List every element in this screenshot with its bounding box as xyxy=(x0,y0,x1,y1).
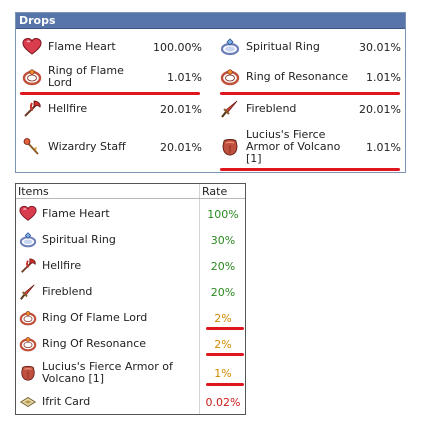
drop-item-name: Fireblend xyxy=(246,102,297,115)
drop-item-name: Ring of Flame Lord xyxy=(48,64,124,89)
armor-icon xyxy=(19,364,37,382)
rate-underline xyxy=(206,327,244,330)
ring-icon xyxy=(19,309,37,327)
ring-icon xyxy=(220,67,240,87)
sword-icon xyxy=(19,283,37,301)
drop-item[interactable]: Wizardry Staff 20.01% xyxy=(18,125,206,169)
drop-item-rate: 1.01% xyxy=(366,70,401,84)
item-name: Ring Of Resonance xyxy=(42,337,147,350)
table-row[interactable]: Lucius's Fierce Armor of Volcano [1] 1% xyxy=(16,357,245,389)
table-row[interactable]: Fireblend 20% xyxy=(16,279,245,305)
staff-icon xyxy=(22,137,42,157)
item-name: Fireblend xyxy=(42,285,93,298)
hellfire-icon xyxy=(19,257,37,275)
table-row[interactable]: Ring Of Flame Lord 2% xyxy=(16,305,245,331)
drop-item[interactable]: Hellfire 20.01% xyxy=(18,93,206,125)
card-icon xyxy=(19,393,37,411)
item-name: Hellfire xyxy=(42,259,82,272)
drop-item-rate: 20.01% xyxy=(359,102,401,116)
highlight-underline xyxy=(220,168,400,171)
item-name: Spiritual Ring xyxy=(42,233,116,246)
item-rate: 1% xyxy=(214,366,232,380)
header-rate: Rate xyxy=(202,185,228,198)
drop-item-name: Hellfire xyxy=(48,102,88,115)
drop-item-rate: 100.00% xyxy=(153,40,202,54)
table-row[interactable]: Spiritual Ring 30% xyxy=(16,227,245,253)
drop-item[interactable]: Ring of Flame Lord 1.01% xyxy=(18,61,206,93)
rate-underline xyxy=(206,383,244,386)
item-rate: 2% xyxy=(214,337,232,351)
drops-panel: Drops Flame Heart 100.00% Spiritual Ring… xyxy=(15,12,406,173)
drop-item-rate: 1.01% xyxy=(167,70,202,84)
heart-icon xyxy=(19,205,37,223)
drop-item-name: Ring of Resonance xyxy=(246,70,349,83)
drop-item-rate: 20.01% xyxy=(160,140,202,154)
drop-item[interactable]: Lucius's Fierce Armor of Volcano [1] 1.0… xyxy=(216,125,405,169)
column-separator xyxy=(199,184,200,414)
drop-item[interactable]: Ring of Resonance 1.01% xyxy=(216,61,405,93)
drop-item-rate: 20.01% xyxy=(160,102,202,116)
ring-icon xyxy=(19,335,37,353)
sword-icon xyxy=(220,99,240,119)
drop-item[interactable]: Fireblend 20.01% xyxy=(216,93,405,125)
item-rate: 0.02% xyxy=(205,395,241,409)
item-name: Ifrit Card xyxy=(42,395,91,408)
item-name: Lucius's Fierce Armor of Volcano [1] xyxy=(42,360,173,385)
drop-item-name: Spiritual Ring xyxy=(246,40,320,53)
drop-item-name: Flame Heart xyxy=(48,40,116,53)
ring-icon xyxy=(22,67,42,87)
items-table: Items Rate Flame Heart 100% Spiritual Ri… xyxy=(15,183,246,415)
highlight-underline xyxy=(220,92,400,95)
armor-icon xyxy=(220,137,240,157)
header-items: Items xyxy=(18,185,49,198)
drop-item[interactable]: Spiritual Ring 30.01% xyxy=(216,31,405,63)
item-rate: 20% xyxy=(210,259,236,273)
item-rate: 2% xyxy=(214,311,232,325)
highlight-underline xyxy=(20,92,200,95)
item-rate: 30% xyxy=(210,233,236,247)
table-row[interactable]: Flame Heart 100% xyxy=(16,201,245,227)
drops-title: Drops xyxy=(16,13,405,29)
spiritual-ring-icon xyxy=(220,37,240,57)
table-header: Items Rate xyxy=(16,184,245,199)
drop-item-name: Wizardry Staff xyxy=(48,140,126,153)
drop-item-rate: 1.01% xyxy=(366,140,401,154)
hellfire-icon xyxy=(22,99,42,119)
spiritual-ring-icon xyxy=(19,231,37,249)
item-rate: 20% xyxy=(210,285,236,299)
table-row[interactable]: Ring Of Resonance 2% xyxy=(16,331,245,357)
table-row[interactable]: Ifrit Card 0.02% xyxy=(16,390,245,414)
rate-underline xyxy=(206,353,244,356)
table-row[interactable]: Hellfire 20% xyxy=(16,253,245,279)
item-rate: 100% xyxy=(207,207,239,221)
drop-item[interactable]: Flame Heart 100.00% xyxy=(18,31,206,63)
heart-icon xyxy=(22,37,42,57)
drop-item-name: Lucius's Fierce Armor of Volcano [1] xyxy=(246,128,341,165)
item-name: Ring Of Flame Lord xyxy=(42,311,148,324)
drop-item-rate: 30.01% xyxy=(359,40,401,54)
item-name: Flame Heart xyxy=(42,207,110,220)
